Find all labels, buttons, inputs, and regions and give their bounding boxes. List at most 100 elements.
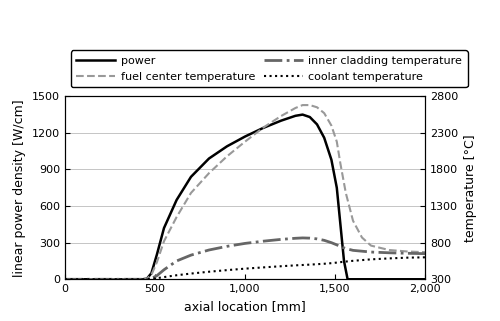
fuel center temperature: [206, 171, 212, 175]
fuel center temperature: [278, 114, 284, 118]
power: [292, 114, 298, 118]
power: [242, 134, 248, 138]
inner cladding temperature: [161, 268, 167, 272]
inner cladding temperature: [404, 251, 410, 255]
coolant temperature: [307, 263, 313, 266]
fuel center temperature: [161, 239, 167, 243]
power: [314, 122, 320, 126]
coolant temperature: [314, 262, 320, 266]
inner cladding temperature: [334, 243, 340, 247]
fuel center temperature: [404, 249, 410, 253]
fuel center temperature: [260, 126, 266, 130]
coolant temperature: [148, 277, 154, 281]
fuel center temperature: [422, 250, 428, 254]
fuel center temperature: [368, 244, 374, 247]
inner cladding temperature: [338, 245, 344, 248]
coolant temperature: [154, 276, 160, 280]
X-axis label: axial location [mm]: axial location [mm]: [184, 300, 306, 313]
power: [148, 271, 154, 275]
coolant temperature: [334, 261, 340, 265]
power: [260, 126, 266, 130]
coolant temperature: [350, 259, 356, 263]
power: [344, 277, 350, 281]
Line: fuel center temperature: fuel center temperature: [65, 105, 425, 279]
fuel center temperature: [314, 105, 320, 109]
coolant temperature: [174, 273, 180, 277]
coolant temperature: [144, 277, 150, 281]
Legend: power, fuel center temperature, inner cladding temperature, coolant temperature: power, fuel center temperature, inner cl…: [70, 50, 468, 87]
power: [174, 198, 180, 202]
inner cladding temperature: [321, 239, 327, 242]
inner cladding temperature: [314, 237, 320, 241]
coolant temperature: [328, 261, 334, 265]
coolant temperature: [368, 257, 374, 261]
fuel center temperature: [140, 277, 145, 281]
power: [140, 277, 145, 281]
coolant temperature: [300, 263, 306, 267]
fuel center temperature: [321, 111, 327, 115]
coolant temperature: [188, 272, 194, 275]
power: [206, 157, 212, 160]
coolant temperature: [278, 264, 284, 268]
power: [307, 115, 313, 119]
inner cladding temperature: [292, 236, 298, 240]
fuel center temperature: [242, 140, 248, 143]
Line: coolant temperature: coolant temperature: [65, 257, 425, 279]
inner cladding temperature: [300, 236, 306, 240]
coolant temperature: [161, 275, 167, 279]
power: [338, 222, 344, 226]
coolant temperature: [338, 260, 344, 264]
power: [321, 136, 327, 140]
coolant temperature: [62, 277, 68, 281]
power: [300, 113, 306, 117]
Line: inner cladding temperature: inner cladding temperature: [65, 238, 425, 279]
inner cladding temperature: [148, 276, 154, 280]
fuel center temperature: [343, 191, 349, 195]
power: [224, 144, 230, 148]
fuel center temperature: [350, 219, 356, 223]
fuel center temperature: [62, 277, 68, 281]
fuel center temperature: [307, 103, 313, 107]
fuel center temperature: [148, 273, 154, 277]
coolant temperature: [321, 262, 327, 266]
inner cladding temperature: [422, 252, 428, 256]
inner cladding temperature: [62, 277, 68, 281]
inner cladding temperature: [368, 250, 374, 254]
fuel center temperature: [174, 215, 180, 219]
coolant temperature: [292, 264, 298, 267]
inner cladding temperature: [350, 248, 356, 252]
fuel center temperature: [188, 191, 194, 195]
coolant temperature: [140, 277, 145, 281]
power: [278, 119, 284, 123]
coolant temperature: [404, 256, 410, 260]
power: [341, 259, 347, 263]
coolant temperature: [206, 270, 212, 274]
fuel center temperature: [144, 277, 150, 281]
inner cladding temperature: [307, 236, 313, 240]
Y-axis label: temperature [°C]: temperature [°C]: [464, 134, 476, 242]
inner cladding temperature: [174, 259, 180, 263]
fuel center temperature: [154, 261, 160, 265]
inner cladding temperature: [343, 247, 349, 250]
inner cladding temperature: [188, 253, 194, 257]
fuel center temperature: [300, 103, 306, 107]
inner cladding temperature: [278, 238, 284, 241]
power: [144, 277, 150, 281]
power: [154, 253, 160, 257]
coolant temperature: [343, 260, 349, 264]
Y-axis label: linear power density [W/cm]: linear power density [W/cm]: [14, 99, 26, 277]
power: [334, 186, 340, 190]
fuel center temperature: [334, 140, 340, 143]
inner cladding temperature: [260, 239, 266, 243]
inner cladding temperature: [144, 277, 150, 281]
fuel center temperature: [338, 162, 344, 166]
coolant temperature: [386, 256, 392, 260]
inner cladding temperature: [154, 274, 160, 278]
inner cladding temperature: [386, 251, 392, 255]
fuel center temperature: [359, 236, 365, 239]
fuel center temperature: [328, 124, 334, 127]
power: [328, 158, 334, 162]
inner cladding temperature: [224, 244, 230, 248]
power: [62, 277, 68, 281]
coolant temperature: [224, 268, 230, 272]
